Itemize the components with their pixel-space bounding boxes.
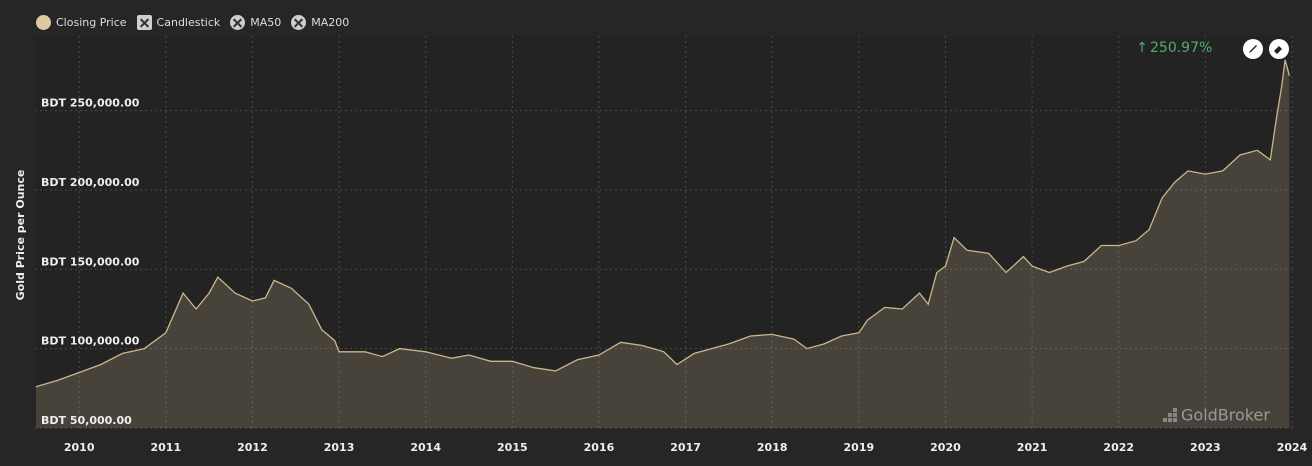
legend-label: Candlestick xyxy=(156,16,221,29)
x-tick-label: 2020 xyxy=(930,441,961,454)
x-tick-label: 2022 xyxy=(1103,441,1134,454)
area-fill xyxy=(35,59,1290,429)
eraser-icon xyxy=(1274,46,1282,54)
legend-item[interactable]: MA50 xyxy=(230,15,281,30)
legend-item[interactable]: MA200 xyxy=(291,15,349,30)
plot-bg xyxy=(35,36,1292,428)
y-axis-label: Gold Price per Ounce xyxy=(14,170,27,301)
x-tick-label: 2018 xyxy=(757,441,788,454)
x-tick-label: 2019 xyxy=(844,441,875,454)
x-tick-label: 2010 xyxy=(64,441,95,454)
x-tick-label: 2023 xyxy=(1190,441,1221,454)
y-tick-label: BDT 100,000.00 xyxy=(41,335,140,348)
watermark-logo xyxy=(1163,408,1177,422)
watermark: GoldBroker xyxy=(1181,406,1270,425)
price-line xyxy=(35,59,1291,388)
x-tick-label: 2015 xyxy=(497,441,528,454)
y-tick-label: BDT 150,000.00 xyxy=(41,255,140,268)
pencil-icon xyxy=(1249,45,1257,53)
legend-swatch xyxy=(230,15,246,30)
x-tick-label: 2016 xyxy=(584,441,615,454)
change-annotation: 250.97% xyxy=(1150,40,1212,56)
x-tick-label: 2013 xyxy=(324,441,355,454)
legend-swatch xyxy=(36,15,51,30)
legend-label: MA200 xyxy=(311,16,350,29)
legend-swatch xyxy=(291,15,307,30)
x-tick-label: 2024 xyxy=(1277,441,1308,454)
x-tick-label: 2011 xyxy=(150,441,181,454)
legend: Closing Price Candlestick MA50 MA200 xyxy=(36,15,349,30)
y-tick-label: BDT 250,000.00 xyxy=(41,97,140,110)
legend-label: MA50 xyxy=(250,16,282,29)
legend-item[interactable]: Closing Price xyxy=(36,15,127,30)
y-tick-label: BDT 50,000.00 xyxy=(41,414,132,427)
legend-label: Closing Price xyxy=(56,16,127,29)
x-tick-label: 2021 xyxy=(1017,441,1048,454)
x-tick-label: 2014 xyxy=(410,441,441,454)
x-tick-label: 2017 xyxy=(670,441,701,454)
legend-swatch xyxy=(136,15,152,30)
y-tick-label: BDT 200,000.00 xyxy=(41,176,140,189)
x-tick-label: 2012 xyxy=(237,441,268,454)
legend-item[interactable]: Candlestick xyxy=(136,15,221,30)
arrow-icon: ↑ xyxy=(1136,40,1148,56)
